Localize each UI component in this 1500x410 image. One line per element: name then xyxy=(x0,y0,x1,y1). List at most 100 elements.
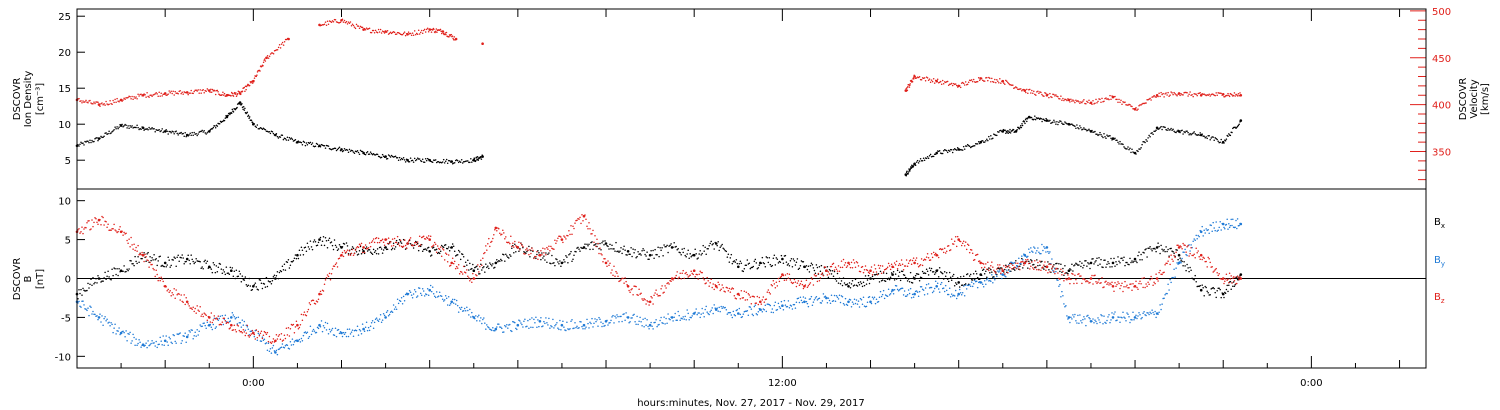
field-b-x-series-sample xyxy=(133,264,135,267)
density-series-0-sample xyxy=(258,127,261,130)
field-b-y-series-sample xyxy=(1214,229,1216,232)
velocity-series-3-sample xyxy=(1161,93,1163,96)
velocity-series-3-sample xyxy=(1166,94,1168,96)
velocity-series-1-sample xyxy=(189,92,191,94)
field-b-z-series-sample xyxy=(526,247,528,250)
density-ylabel-line-2: Ion Density xyxy=(23,71,34,128)
field-b-y-series-sample xyxy=(570,320,572,322)
field-b-x-series-sample xyxy=(751,266,754,269)
field-b-z-series-sample xyxy=(102,216,104,219)
field-b-z-series-sample xyxy=(391,238,394,240)
field-b-y-series-sample xyxy=(853,298,856,300)
field-b-x-series-sample xyxy=(704,246,706,249)
field-b-y-series-sample xyxy=(352,335,355,338)
field-b-z-series-sample xyxy=(267,340,270,343)
velocity-series-1-sample xyxy=(417,29,420,31)
field-b-y-series-sample xyxy=(1149,311,1151,314)
field-b-z-series-sample xyxy=(879,265,882,267)
density-series-2-sample xyxy=(950,148,953,151)
field-b-z-series-sample xyxy=(499,232,501,234)
field-b-y-series-sample xyxy=(221,314,224,317)
density-series-0-sample xyxy=(272,132,275,135)
field-b-x-series-sample xyxy=(753,260,756,262)
density-series-0-sample xyxy=(87,140,89,142)
field-b-y-series-sample xyxy=(1201,225,1203,228)
field-b-x-series-sample xyxy=(926,270,929,273)
field-b-x-series-point xyxy=(163,261,167,265)
density-series-0-sample xyxy=(247,114,250,117)
field-b-x-series-sample xyxy=(277,277,280,280)
field-b-y-series-sample xyxy=(227,317,230,320)
field-b-y-series-sample xyxy=(321,330,324,333)
velocity-series-3-sample xyxy=(1169,94,1171,96)
density-series-2-sample xyxy=(1058,121,1060,124)
field-b-y-series-sample xyxy=(263,338,266,341)
field-b-z-series-sample xyxy=(203,312,205,314)
field-b-x-series-sample xyxy=(633,251,635,254)
velocity-series-3-sample xyxy=(1109,94,1111,97)
field-b-y-series-sample xyxy=(801,301,804,304)
velocity-series-1-sample xyxy=(173,94,175,96)
field-b-y-series-sample xyxy=(1166,292,1168,295)
field-b-y-series-sample xyxy=(532,326,534,329)
field-b-z-series-sample xyxy=(708,285,710,287)
field-b-x-series-sample xyxy=(584,243,586,245)
field-b-x-series-sample xyxy=(472,263,474,266)
field-b-y-series-sample xyxy=(206,321,209,324)
density-series-0-sample xyxy=(434,159,437,161)
field-b-y-series-sample xyxy=(304,331,307,333)
velocity-series-1-sample xyxy=(153,93,155,96)
field-b-x-series-sample xyxy=(1080,265,1082,268)
field-b-y-series-sample xyxy=(170,341,172,343)
field-b-x-series-sample xyxy=(529,256,531,258)
field-b-x-series-sample xyxy=(721,243,723,246)
field-b-x-series-sample xyxy=(80,288,82,291)
field-b-z-series-sample xyxy=(440,255,443,257)
field-b-y-series-sample xyxy=(447,296,450,298)
field-b-x-series-sample xyxy=(1079,260,1081,263)
density-series-0-sample xyxy=(206,132,209,134)
density-series-2-sample xyxy=(1091,129,1093,132)
density-series-0-sample xyxy=(242,108,244,111)
velocity-series-1-sample xyxy=(131,95,133,98)
field-b-y-series-sample xyxy=(349,333,352,335)
field-b-z-series-sample xyxy=(941,248,944,250)
field-b-x-series-sample xyxy=(346,245,349,247)
field-b-x-series-sample xyxy=(514,243,516,246)
field-b-y-series-sample xyxy=(467,309,469,312)
field-b-x-series-sample xyxy=(206,260,209,262)
field-b-x-series-sample xyxy=(888,278,891,281)
field-b-x-series-sample xyxy=(259,279,262,281)
field-b-y-series-sample xyxy=(385,311,388,314)
field-b-y-series-sample xyxy=(281,343,284,345)
field-b-y-series-sample xyxy=(79,305,81,308)
density-series-2-sample xyxy=(1021,124,1024,127)
field-b-x-series-sample xyxy=(754,258,757,261)
density-series-0-sample xyxy=(289,138,292,140)
field-b-y-series-sample xyxy=(315,331,318,334)
field-b-z-series-sample xyxy=(656,293,658,295)
velocity-series-3-sample xyxy=(1157,95,1159,98)
field-b-x-series-sample xyxy=(793,260,796,262)
field-b-y-series-sample xyxy=(83,304,85,306)
field-b-z-series-sample xyxy=(592,229,594,232)
field-b-z-series-sample xyxy=(330,273,333,275)
velocity-series-1-sample xyxy=(448,36,450,38)
field-b-y-series-sample xyxy=(272,344,275,347)
field-b-x-series-sample xyxy=(437,251,440,254)
field-b-y-series-sample xyxy=(576,325,578,327)
field-b-z-series-sample xyxy=(848,263,851,266)
field-b-y-series-sample xyxy=(798,301,801,304)
field-b-y-series-sample xyxy=(887,288,890,291)
field-b-x-series-sample xyxy=(125,270,127,273)
velocity-series-1-sample xyxy=(100,103,102,105)
field-b-y-series-sample xyxy=(94,313,96,316)
velocity-series-1-sample xyxy=(256,71,259,73)
field-b-y-series-sample xyxy=(283,347,286,349)
field-b-x-series-sample xyxy=(193,262,195,265)
density-series-2-sample xyxy=(918,160,921,162)
field-b-y-series-sample xyxy=(426,287,429,290)
field-b-x-series-sample xyxy=(980,274,983,276)
field-b-z-series-sample xyxy=(889,268,892,271)
field-b-x-series-sample xyxy=(1008,269,1010,271)
